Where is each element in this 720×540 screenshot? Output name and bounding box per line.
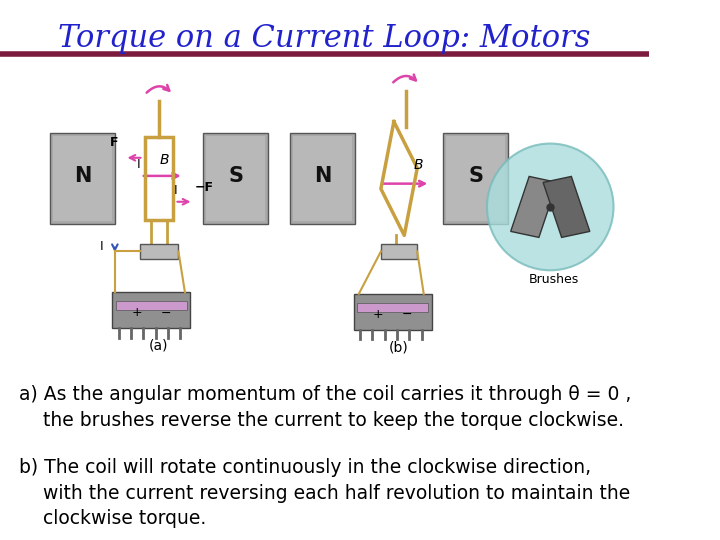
Polygon shape [510, 177, 557, 238]
FancyBboxPatch shape [115, 301, 187, 310]
Text: B: B [159, 153, 169, 167]
Ellipse shape [487, 144, 613, 271]
FancyBboxPatch shape [290, 133, 355, 224]
FancyBboxPatch shape [207, 136, 265, 221]
FancyBboxPatch shape [444, 133, 508, 224]
Text: N: N [314, 166, 331, 186]
Text: I: I [137, 158, 140, 171]
FancyBboxPatch shape [357, 302, 428, 312]
FancyBboxPatch shape [112, 292, 190, 328]
Text: Torque on a Current Loop: Motors: Torque on a Current Loop: Motors [58, 23, 590, 55]
Text: b) The coil will rotate continuously in the clockwise direction,
    with the cu: b) The coil will rotate continuously in … [19, 458, 631, 528]
Text: (a): (a) [149, 339, 168, 353]
Polygon shape [543, 177, 590, 238]
Text: S: S [468, 166, 483, 186]
FancyBboxPatch shape [446, 136, 505, 221]
Text: −: − [402, 308, 412, 321]
Text: F: F [110, 137, 119, 150]
Text: S: S [228, 166, 243, 186]
Text: I: I [174, 184, 178, 197]
Text: a) As the angular momentum of the coil carries it through θ = 0 ,
    the brushe: a) As the angular momentum of the coil c… [19, 386, 632, 430]
Text: N: N [73, 166, 91, 186]
FancyBboxPatch shape [53, 136, 112, 221]
Text: −F: −F [194, 181, 213, 194]
Text: Brushes: Brushes [528, 273, 579, 287]
FancyBboxPatch shape [381, 244, 417, 259]
Text: (b): (b) [390, 340, 409, 354]
Text: +: + [132, 307, 143, 320]
Text: −: − [161, 307, 171, 320]
FancyBboxPatch shape [293, 136, 351, 221]
FancyBboxPatch shape [203, 133, 268, 224]
Text: +: + [373, 308, 384, 321]
FancyBboxPatch shape [354, 294, 431, 330]
FancyBboxPatch shape [140, 244, 179, 259]
FancyBboxPatch shape [50, 133, 115, 224]
Text: B: B [414, 158, 423, 172]
Text: I: I [100, 240, 104, 253]
